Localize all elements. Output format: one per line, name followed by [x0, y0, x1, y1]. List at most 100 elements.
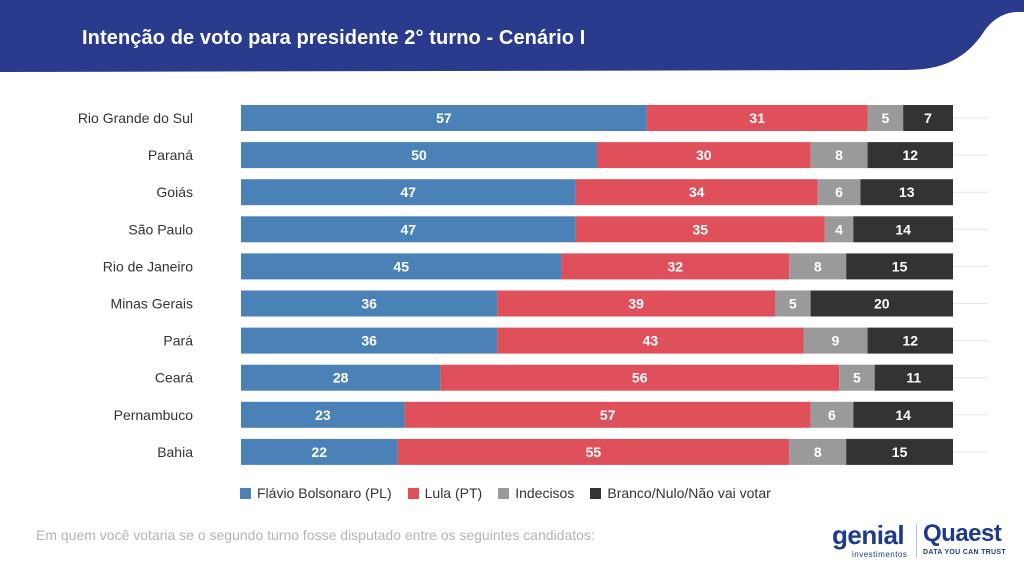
bar-segment [241, 401, 405, 428]
legend-item-indecisos: Indecisos [498, 485, 574, 501]
bar-segment [775, 290, 811, 317]
bar-segment [404, 401, 811, 428]
data-label: 57 [600, 407, 616, 423]
bar-segment [241, 290, 498, 317]
data-label: 34 [689, 184, 705, 200]
bar-segment [839, 364, 875, 391]
quaest-logo-subtitle: DATA YOU CAN TRUST [923, 549, 1006, 556]
legend-label-branco-nulo: Branco/Nulo/Não vai votar [607, 485, 771, 501]
genial-logo-subtitle: investimentos [852, 550, 908, 559]
bar-segment [817, 179, 861, 206]
legend-swatch-lula [407, 487, 419, 499]
data-label: 55 [586, 444, 602, 460]
bar-segment [810, 290, 953, 317]
data-label: 12 [902, 147, 918, 163]
bar-segment [646, 105, 868, 131]
data-label: 14 [895, 407, 911, 423]
data-label: 6 [828, 407, 836, 423]
legend-item-bolsonaro: Flávio Bolsonaro (PL) [240, 485, 392, 501]
data-label: 43 [643, 333, 659, 349]
legend-swatch-indecisos [498, 487, 510, 499]
category-label: Minas Gerais [111, 296, 193, 312]
bar-segment [874, 364, 953, 391]
data-label: 36 [361, 296, 377, 312]
chart-legend: Flávio Bolsonaro (PL) Lula (PT) Indeciso… [240, 484, 771, 502]
data-label: 11 [906, 370, 921, 386]
bar-segment [803, 327, 868, 354]
data-label: 7 [924, 110, 932, 126]
category-label: Goiás [156, 184, 193, 200]
data-label: 47 [401, 184, 417, 200]
bar-segment [867, 142, 953, 169]
bar-segment [860, 179, 953, 206]
header-banner: Intenção de voto para presidente 2° turn… [0, 0, 1024, 76]
bar-segment [397, 438, 790, 465]
category-label: Pará [163, 333, 193, 349]
data-label: 56 [632, 370, 648, 386]
bar-segment [853, 216, 953, 243]
legend-item-branco-nulo: Branco/Nulo/Não vai votar [590, 485, 771, 501]
data-label: 15 [892, 444, 908, 460]
category-label: Rio Grande do Sul [78, 110, 193, 126]
data-label: 35 [692, 221, 708, 237]
data-label: 13 [899, 184, 915, 200]
data-label: 36 [361, 333, 377, 349]
data-label: 8 [814, 444, 822, 460]
legend-swatch-branco-nulo [590, 487, 602, 499]
category-label: Bahia [157, 444, 193, 460]
bar-segment [561, 253, 790, 280]
logos: genial investimentos Quaest DATA YOU CAN… [828, 520, 1008, 564]
legend-label-lula: Lula (PT) [424, 485, 483, 501]
data-label: 39 [628, 296, 644, 312]
data-label: 5 [881, 110, 889, 126]
bar-segment [853, 401, 953, 428]
data-label: 45 [393, 258, 409, 274]
bar-segment [241, 142, 597, 169]
bar-segment [497, 290, 775, 317]
bar-segment [789, 253, 847, 280]
bar-segment [575, 216, 825, 243]
bar-segment [789, 438, 847, 465]
data-label: 8 [814, 258, 822, 274]
footnote: Em quem você votaria se o segundo turno … [36, 527, 595, 543]
bar-segment [241, 105, 647, 131]
bar-segment [241, 364, 441, 391]
data-label: 4 [835, 221, 843, 237]
data-label: 50 [411, 147, 427, 163]
bar-segment [241, 327, 498, 354]
bar-segment [824, 216, 854, 243]
bar-segment [810, 401, 854, 428]
header-background [0, 0, 1024, 72]
bar-segment [497, 327, 804, 354]
page-title: Intenção de voto para presidente 2° turn… [82, 27, 586, 49]
data-label: 8 [835, 147, 843, 163]
bar-segment [241, 438, 398, 465]
data-label: 14 [895, 221, 911, 237]
data-label: 23 [315, 407, 331, 423]
category-label: Rio de Janeiro [103, 258, 193, 274]
data-label: 20 [874, 296, 890, 312]
legend-label-bolsonaro: Flávio Bolsonaro (PL) [257, 485, 392, 501]
category-labels: Rio Grande do Sul Paraná Goiás São Paulo Rio… [78, 110, 193, 460]
data-label: 28 [333, 370, 349, 386]
data-label: 12 [902, 333, 918, 349]
bar-segment [846, 438, 953, 465]
bar-segment [241, 179, 576, 206]
bars [241, 105, 953, 465]
bar-segment [810, 142, 868, 169]
data-label: 6 [835, 184, 843, 200]
data-label: 57 [436, 110, 452, 126]
logo-divider [916, 524, 917, 558]
data-label: 15 [892, 258, 908, 274]
bar-segment [903, 105, 953, 131]
category-label: Paraná [148, 147, 193, 163]
legend-label-indecisos: Indecisos [515, 485, 575, 501]
bar-segment [575, 179, 818, 206]
data-label: 32 [668, 258, 684, 274]
bar-segment [597, 142, 811, 169]
category-label: São Paulo [128, 221, 193, 237]
bar-segment [867, 327, 953, 354]
quaest-logo: Quaest [923, 520, 1002, 547]
data-label: 22 [312, 444, 328, 460]
